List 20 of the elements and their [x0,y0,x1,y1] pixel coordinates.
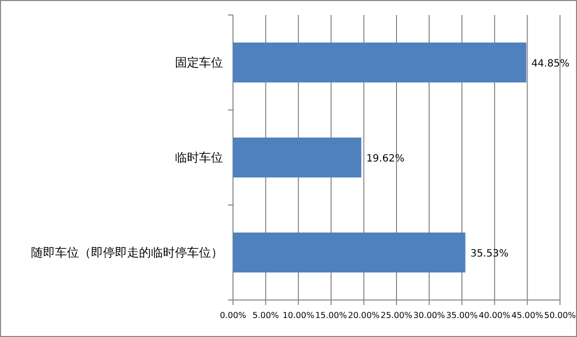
data-label: 35.53% [470,248,509,260]
data-label: 44.85% [531,58,570,70]
x-tick-label: 45.00% [511,310,544,320]
x-tick-label: 35.00% [446,310,478,320]
y-tick-label: 随即车位（即停即走的临时停车位） [31,246,223,260]
y-tick-label: 临时车位 [175,150,223,164]
x-tick-label: 10.00% [282,310,314,320]
x-tick-label: 40.00% [478,310,511,320]
bar [233,42,526,82]
x-tick-label: 20.00% [348,310,380,320]
x-tick-label: 25.00% [380,310,412,320]
x-tick-label: 15.00% [315,310,348,320]
x-tick-label: 0.00% [220,310,246,320]
bar [233,138,362,178]
x-tick-label: 5.00% [252,310,279,320]
y-tick-label: 固定车位 [175,56,223,70]
x-tick-label: 30.00% [413,310,446,320]
bar [233,232,466,272]
data-label: 19.62% [366,154,404,164]
x-tick-label: 50.00% [544,310,576,320]
